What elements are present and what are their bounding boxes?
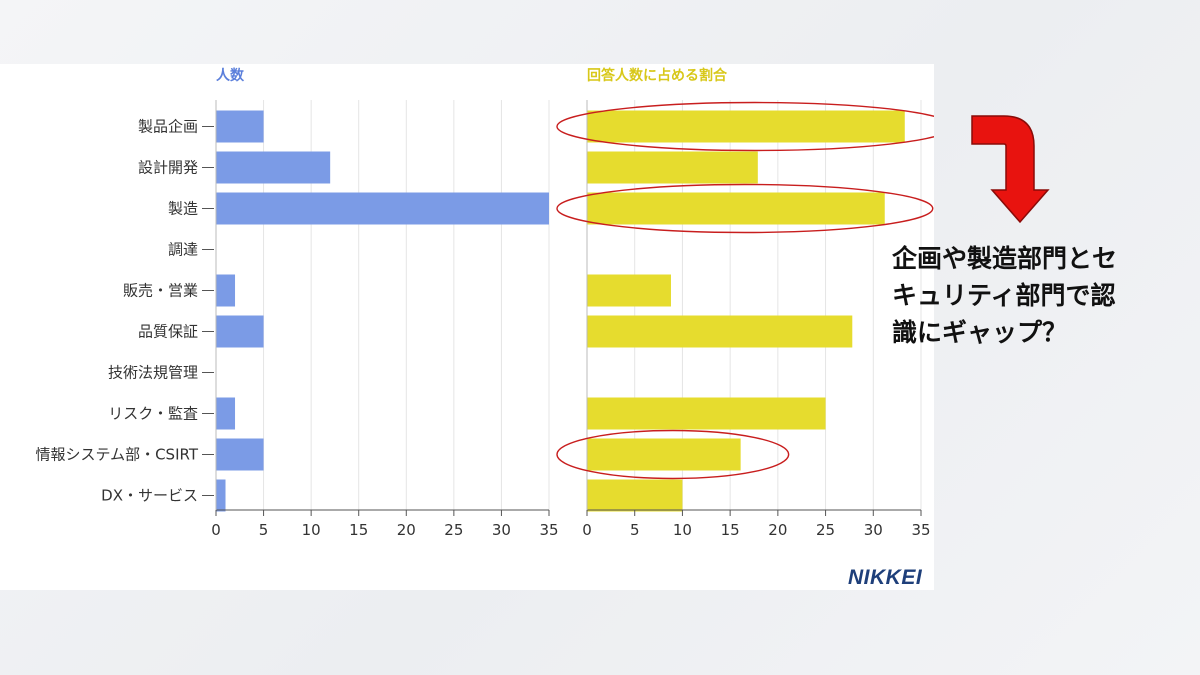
category-label: リスク・監査 [108, 405, 198, 423]
nikkei-logo: NIKKEI [848, 566, 923, 589]
bar [216, 479, 226, 512]
callout-line: 企画や製造部門とセ [892, 244, 1118, 273]
bar [587, 397, 826, 430]
chart-panel: 人数製品企画設計開発製造調達販売・営業品質保証技術法規管理 リスク・監査情報システ… [0, 64, 934, 590]
bar [216, 192, 549, 225]
chart-title: 回答人数に占める割合 [587, 67, 728, 84]
category-label: DX・サービス [101, 487, 198, 505]
category-label: 販売・営業 [123, 282, 198, 300]
category-label: 技術法規管理 [108, 364, 198, 382]
bar [216, 315, 264, 348]
x-tick-label: 0 [211, 521, 221, 539]
bar [216, 151, 331, 184]
category-label: 製品企画 [138, 118, 198, 136]
highlight-ellipse [556, 101, 934, 152]
chart-title: 人数 [216, 67, 245, 84]
highlight-ellipse [556, 429, 790, 480]
callout-text: 企画や製造部門とセ キュリティ部門で認 識にギャップ？ [892, 240, 1182, 351]
bar [587, 274, 671, 307]
category-label: 調達 [168, 241, 198, 259]
bar [216, 274, 236, 307]
x-tick-label: 5 [259, 521, 269, 539]
category-label: 情報システム部・CSIRT [36, 446, 199, 464]
bar [216, 397, 236, 430]
x-tick-label: 10 [673, 521, 692, 539]
bar [587, 110, 905, 143]
callout-line: 識にギャップ？ [892, 318, 1068, 347]
down-arrow-icon [971, 115, 1050, 224]
x-tick-label: 25 [444, 521, 463, 539]
x-tick-label: 20 [768, 521, 787, 539]
x-tick-label: 35 [911, 521, 930, 539]
x-tick-label: 15 [349, 521, 368, 539]
bar [216, 110, 264, 143]
bar [587, 479, 683, 512]
callout-line: キュリティ部門で認 [892, 281, 1116, 310]
bar [587, 151, 758, 184]
highlight-ellipse [556, 183, 934, 234]
x-tick-label: 25 [816, 521, 835, 539]
bar [587, 315, 853, 348]
x-tick-label: 20 [397, 521, 416, 539]
x-tick-label: 30 [492, 521, 511, 539]
bar [216, 438, 264, 471]
x-tick-label: 15 [721, 521, 740, 539]
x-tick-label: 0 [582, 521, 592, 539]
category-label: 設計開発 [138, 159, 198, 177]
x-tick-label: 5 [630, 521, 640, 539]
bar-charts: 人数製品企画設計開発製造調達販売・営業品質保証技術法規管理リスク・監査情報システ… [36, 67, 934, 539]
bar [587, 192, 885, 225]
x-tick-label: 10 [302, 521, 321, 539]
bar [587, 438, 741, 471]
category-label: 品質保証 [138, 323, 198, 341]
category-label: 製造 [168, 200, 198, 218]
x-tick-label: 30 [864, 521, 883, 539]
x-tick-label: 35 [539, 521, 558, 539]
